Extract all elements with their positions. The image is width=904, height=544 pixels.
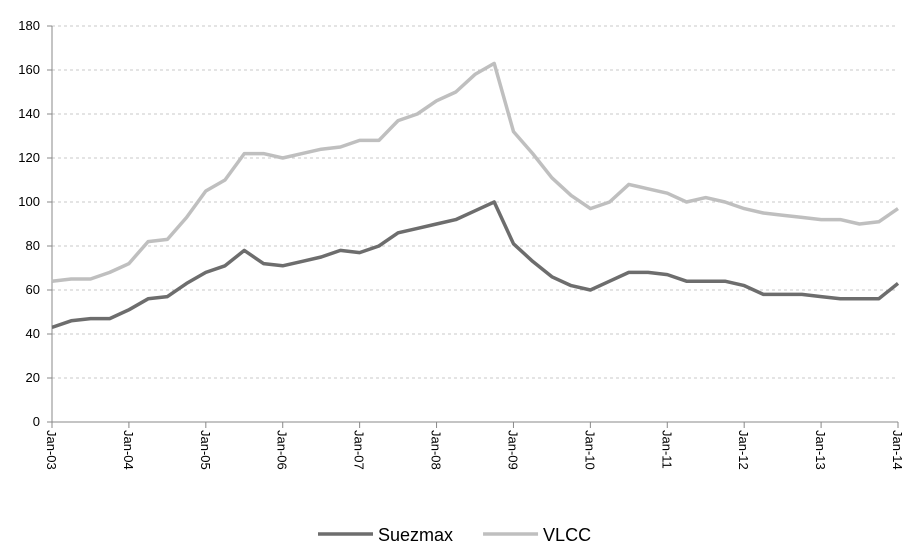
x-tick-label: Jan-11 <box>659 430 674 469</box>
x-tick-label: Jan-08 <box>429 430 444 470</box>
x-tick-label: Jan-06 <box>275 430 290 470</box>
series-line <box>51 61 899 283</box>
x-tick-label: Jan-10 <box>582 430 597 470</box>
series-line <box>51 200 900 330</box>
x-tick-label: Jan-05 <box>198 430 213 470</box>
legend-label: Suezmax <box>378 525 453 544</box>
legend-label: VLCC <box>543 525 591 544</box>
x-tick-label: Jan-09 <box>505 430 520 470</box>
x-tick-label: Jan-13 <box>813 430 828 470</box>
y-tick-label: 120 <box>18 150 40 165</box>
x-tick-label: Jan-03 <box>44 430 59 470</box>
x-tick-label: Jan-07 <box>352 430 367 470</box>
y-tick-label: 60 <box>26 282 40 297</box>
y-tick-label: 140 <box>18 106 40 121</box>
y-tick-label: 20 <box>26 370 40 385</box>
y-tick-label: 160 <box>18 62 40 77</box>
x-tick-label: Jan-12 <box>736 430 751 470</box>
y-tick-label: 40 <box>26 326 40 341</box>
y-tick-label: 80 <box>26 238 40 253</box>
y-tick-label: 0 <box>33 414 40 429</box>
y-tick-label: 100 <box>18 194 40 209</box>
y-tick-label: 180 <box>18 18 40 33</box>
x-tick-label: Jan-14 <box>890 430 904 470</box>
x-tick-label: Jan-04 <box>121 430 136 470</box>
